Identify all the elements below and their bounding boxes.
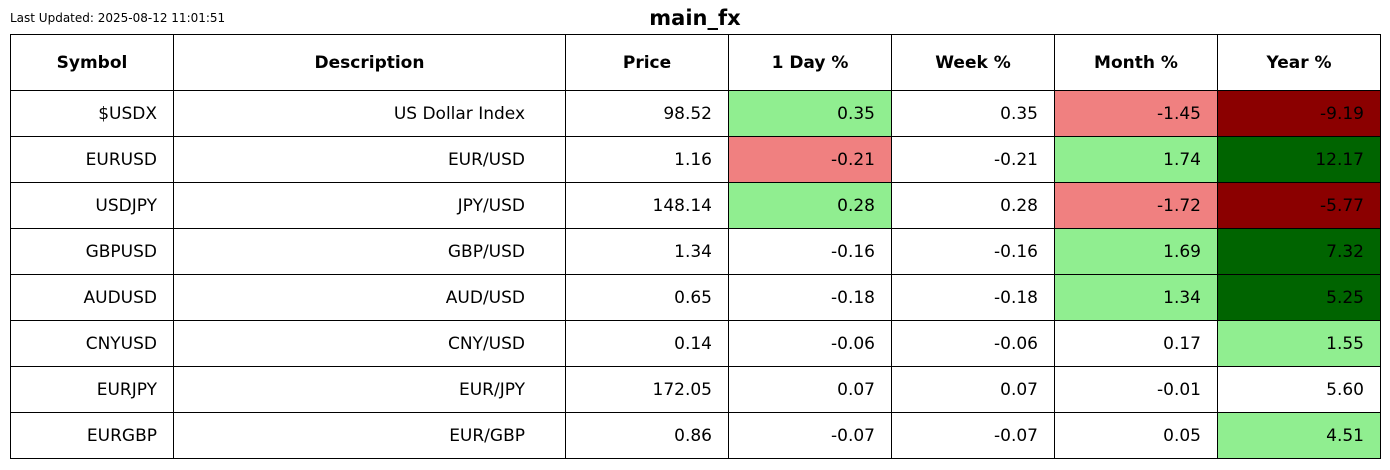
week-change-cell: -0.18: [891, 274, 1055, 321]
description-cell: GBP/USD: [173, 228, 566, 275]
month-change-cell: 0.05: [1054, 412, 1218, 459]
year-change-cell: 7.32: [1217, 228, 1381, 275]
table-row: GBPUSD GBP/USD 1.34 -0.16 -0.16 1.69 7.32: [10, 228, 1381, 275]
price-cell: 1.16: [565, 136, 729, 183]
column-header-symbol: Symbol: [10, 34, 174, 91]
symbol-cell: EURGBP: [10, 412, 174, 459]
fx-table: Symbol Description Price 1 Day % Week % …: [10, 34, 1381, 459]
table-title: main_fx: [649, 6, 741, 30]
month-change-cell: -1.45: [1054, 90, 1218, 137]
year-change-cell: 5.25: [1217, 274, 1381, 321]
header-row: Symbol Description Price 1 Day % Week % …: [10, 34, 1381, 91]
column-header-week-pct: Week %: [891, 34, 1055, 91]
day-change-cell: 0.28: [728, 182, 892, 229]
week-change-cell: -0.21: [891, 136, 1055, 183]
price-cell: 148.14: [565, 182, 729, 229]
year-change-cell: 12.17: [1217, 136, 1381, 183]
day-change-cell: -0.07: [728, 412, 892, 459]
description-cell: CNY/USD: [173, 320, 566, 367]
description-cell: EUR/JPY: [173, 366, 566, 413]
year-change-cell: -5.77: [1217, 182, 1381, 229]
month-change-cell: 1.69: [1054, 228, 1218, 275]
table-row: CNYUSD CNY/USD 0.14 -0.06 -0.06 0.17 1.55: [10, 320, 1381, 367]
month-change-cell: 1.34: [1054, 274, 1218, 321]
day-change-cell: 0.07: [728, 366, 892, 413]
week-change-cell: -0.07: [891, 412, 1055, 459]
symbol-cell: $USDX: [10, 90, 174, 137]
price-cell: 172.05: [565, 366, 729, 413]
description-cell: EUR/USD: [173, 136, 566, 183]
price-cell: 98.52: [565, 90, 729, 137]
table-body: $USDX US Dollar Index 98.52 0.35 0.35 -1.45 -9…: [10, 90, 1381, 459]
year-change-cell: 1.55: [1217, 320, 1381, 367]
year-change-cell: 4.51: [1217, 412, 1381, 459]
column-header-price: Price: [565, 34, 729, 91]
year-change-cell: 5.60: [1217, 366, 1381, 413]
month-change-cell: -0.01: [1054, 366, 1218, 413]
last-updated-label: Last Updated: 2025-08-12 11:01:51: [10, 11, 226, 25]
day-change-cell: -0.06: [728, 320, 892, 367]
week-change-cell: 0.35: [891, 90, 1055, 137]
column-header-year-pct: Year %: [1217, 34, 1381, 91]
description-cell: JPY/USD: [173, 182, 566, 229]
table-row: EURGBP EUR/GBP 0.86 -0.07 -0.07 0.05 4.51: [10, 412, 1381, 459]
column-header-1-day-pct: 1 Day %: [728, 34, 892, 91]
price-cell: 1.34: [565, 228, 729, 275]
month-change-cell: 0.17: [1054, 320, 1218, 367]
day-change-cell: -0.16: [728, 228, 892, 275]
week-change-cell: 0.07: [891, 366, 1055, 413]
description-cell: AUD/USD: [173, 274, 566, 321]
month-change-cell: 1.74: [1054, 136, 1218, 183]
year-change-cell: -9.19: [1217, 90, 1381, 137]
symbol-cell: CNYUSD: [10, 320, 174, 367]
table-row: EURJPY EUR/JPY 172.05 0.07 0.07 -0.01 5.60: [10, 366, 1381, 413]
description-cell: US Dollar Index: [173, 90, 566, 137]
week-change-cell: -0.06: [891, 320, 1055, 367]
description-cell: EUR/GBP: [173, 412, 566, 459]
symbol-cell: EURUSD: [10, 136, 174, 183]
symbol-cell: EURJPY: [10, 366, 174, 413]
day-change-cell: -0.18: [728, 274, 892, 321]
table-row: EURUSD EUR/USD 1.16 -0.21 -0.21 1.74 12.17: [10, 136, 1381, 183]
price-cell: 0.14: [565, 320, 729, 367]
table-row: AUDUSD AUD/USD 0.65 -0.18 -0.18 1.34 5.25: [10, 274, 1381, 321]
price-cell: 0.86: [565, 412, 729, 459]
column-header-description: Description: [173, 34, 566, 91]
day-change-cell: 0.35: [728, 90, 892, 137]
week-change-cell: -0.16: [891, 228, 1055, 275]
symbol-cell: AUDUSD: [10, 274, 174, 321]
month-change-cell: -1.72: [1054, 182, 1218, 229]
symbol-cell: USDJPY: [10, 182, 174, 229]
symbol-cell: GBPUSD: [10, 228, 174, 275]
table-row: $USDX US Dollar Index 98.52 0.35 0.35 -1.45 -9…: [10, 90, 1381, 137]
week-change-cell: 0.28: [891, 182, 1055, 229]
table-row: USDJPY JPY/USD 148.14 0.28 0.28 -1.72 -5.77: [10, 182, 1381, 229]
price-cell: 0.65: [565, 274, 729, 321]
day-change-cell: -0.21: [728, 136, 892, 183]
column-header-month-pct: Month %: [1054, 34, 1218, 91]
